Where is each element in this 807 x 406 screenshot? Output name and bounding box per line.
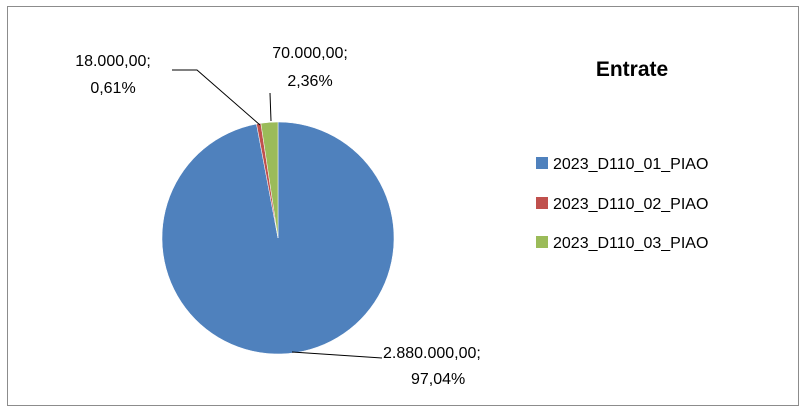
leader-line-1 [291,351,383,359]
data-label-percent-1: 97,04% [411,371,465,388]
legend-label-2: 2023_D110_02_PIAO [553,196,708,213]
data-labels: 2.880.000,00; 97,04% 18.000,00; 0,61% 70.000… [75,45,481,388]
leader-line-3 [269,92,272,122]
pie-slice-3 [260,121,279,239]
leader-lines [172,69,383,359]
legend-swatch-2 [536,197,548,209]
data-label-percent-2: 0,61% [90,80,135,97]
legend-label-1: 2023_D110_01_PIAO [553,156,708,173]
legend-swatch-3 [536,236,548,248]
data-label-value-1: 2.880.000,00; [383,345,481,362]
leader-line-2 [172,69,261,126]
chart-title: Entrate [596,58,668,81]
data-label-value-3: 70.000,00; [272,45,348,62]
legend: 2023_D110_01_PIAO 2023_D110_02_PIAO 2023… [536,156,708,252]
legend-swatch-1 [536,157,548,169]
chart-frame [7,6,799,406]
legend-label-3: 2023_D110_03_PIAO [553,235,708,252]
data-label-percent-3: 2,36% [287,73,332,90]
pie-slices [161,121,395,355]
data-label-value-2: 18.000,00; [75,53,151,70]
